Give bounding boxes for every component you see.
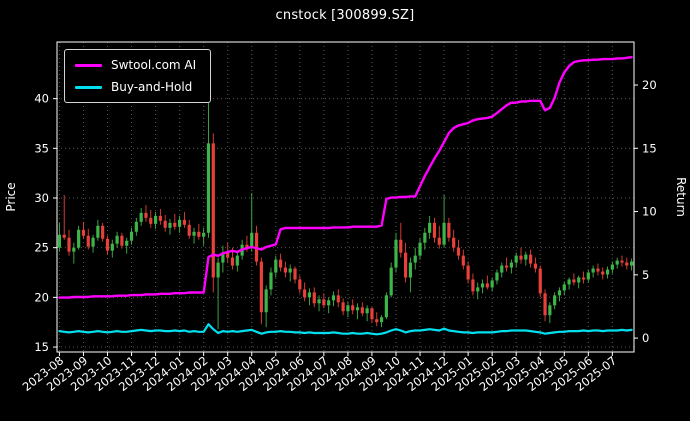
svg-text:10: 10: [642, 205, 657, 219]
chart-title: cnstock [300899.SZ]: [275, 8, 415, 23]
plot-border: [56, 41, 635, 353]
ylabel-price: Price: [4, 182, 18, 211]
ai-line-swatch: [75, 63, 102, 67]
series-line: [58, 56, 633, 299]
legend-label-buy-and-hold: Buy-and-Hold: [111, 80, 193, 94]
svg-text:30: 30: [34, 191, 49, 205]
svg-text:15: 15: [34, 340, 49, 354]
legend: Swtool.com AI Buy-and-Hold: [64, 49, 212, 103]
series-line: [58, 323, 633, 336]
svg-text:20: 20: [642, 78, 657, 92]
ylabel-return: Return: [674, 177, 688, 217]
axis-ticks: [53, 84, 638, 356]
svg-text:20: 20: [34, 290, 49, 304]
legend-item-ai: Swtool.com AI: [75, 58, 196, 72]
svg-text:0: 0: [642, 331, 649, 345]
svg-text:5: 5: [642, 268, 649, 282]
legend-item-buy-and-hold: Buy-and-Hold: [75, 80, 196, 94]
candles-layer: [57, 60, 634, 330]
svg-text:40: 40: [34, 92, 49, 106]
svg-text:25: 25: [34, 241, 49, 255]
svg-text:15: 15: [642, 141, 657, 155]
grid: [57, 42, 634, 352]
buy-and-hold-line-swatch: [75, 85, 102, 89]
legend-label-ai: Swtool.com AI: [111, 58, 197, 72]
svg-text:35: 35: [34, 141, 49, 155]
